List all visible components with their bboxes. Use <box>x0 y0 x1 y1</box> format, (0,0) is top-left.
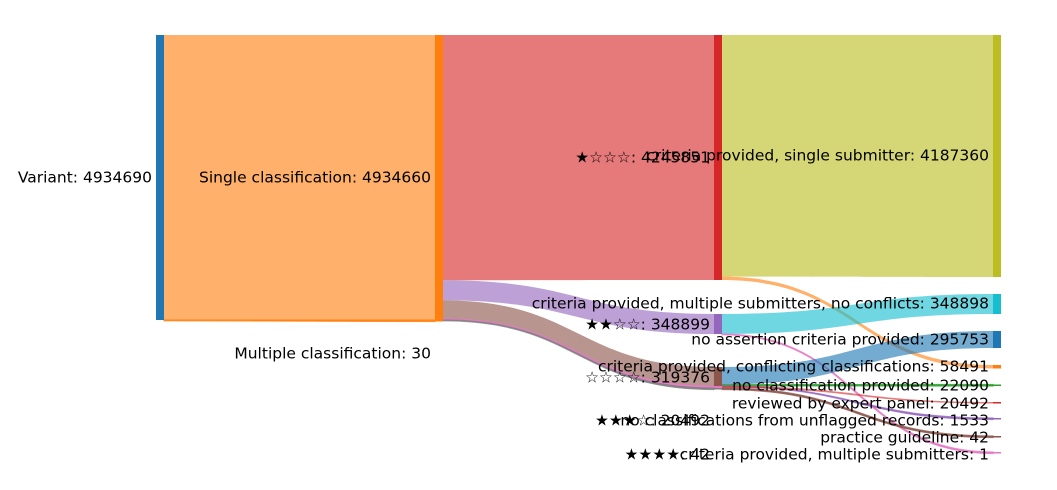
link-single-star2 <box>443 280 714 334</box>
label-star1: ★☆☆☆: 4245851 <box>575 149 710 167</box>
label-single: Single classification: 4934660 <box>199 169 431 187</box>
link-variant-single <box>164 35 435 320</box>
node-star1 <box>714 35 722 280</box>
sankey-labels: Variant: 4934690 Single classification: 4… <box>18 147 989 464</box>
label-no_class_unflag: no classifications from unflagged record… <box>620 412 989 430</box>
link-star3-expert <box>722 386 993 404</box>
label-star3: ★★★☆: 20492 <box>595 412 710 430</box>
label-expert: reviewed by expert panel: 20492 <box>732 395 989 413</box>
label-variant: Variant: 4934690 <box>18 169 152 187</box>
link-star2-cp_multi_nc <box>722 294 993 334</box>
node-multiple <box>435 320 443 322</box>
link-variant-multiple <box>163 319 436 323</box>
node-cp_multi <box>993 452 1001 454</box>
node-no_class <box>993 384 1001 386</box>
node-cp_multi_nc <box>993 294 1001 314</box>
node-no_class_unflag <box>993 418 1001 420</box>
link-star0-no_assert <box>722 331 993 385</box>
label-star0: ☆☆☆☆: 319376 <box>585 369 710 387</box>
label-cp_multi_nc: criteria provided, multiple submitters, … <box>532 295 989 313</box>
node-star4 <box>714 388 722 390</box>
sankey-links <box>163 35 994 455</box>
link-star1-cp_single <box>722 35 993 277</box>
node-variant <box>156 35 164 320</box>
label-cp_multi: criteria provided, multiple submitters: … <box>680 446 989 464</box>
label-cp_single: criteria provided, single submitter: 418… <box>646 147 989 165</box>
label-no_assert: no assertion criteria provided: 295753 <box>691 331 989 349</box>
node-star0 <box>714 367 722 386</box>
node-cp_conflict <box>993 365 1001 369</box>
link-single-star0 <box>443 300 714 386</box>
label-star4: ★★★★: 42 <box>625 446 710 464</box>
node-expert <box>993 402 1001 404</box>
node-star2 <box>714 314 722 334</box>
label-cp_conflict: criteria provided, conflicting classific… <box>598 358 989 376</box>
label-practice: practice guideline: 42 <box>820 429 989 447</box>
sankey-nodes <box>156 35 1001 454</box>
link-single-star1 <box>443 35 714 281</box>
label-star2: ★★☆☆: 348899 <box>585 316 710 334</box>
node-practice <box>993 436 1001 438</box>
node-single <box>435 35 443 320</box>
node-cp_single <box>993 35 1001 277</box>
label-no_class: no classification provided: 22090 <box>732 377 989 395</box>
label-multiple: Multiple classification: 30 <box>234 345 431 363</box>
node-no_assert <box>993 331 1001 348</box>
node-star3 <box>714 386 722 388</box>
